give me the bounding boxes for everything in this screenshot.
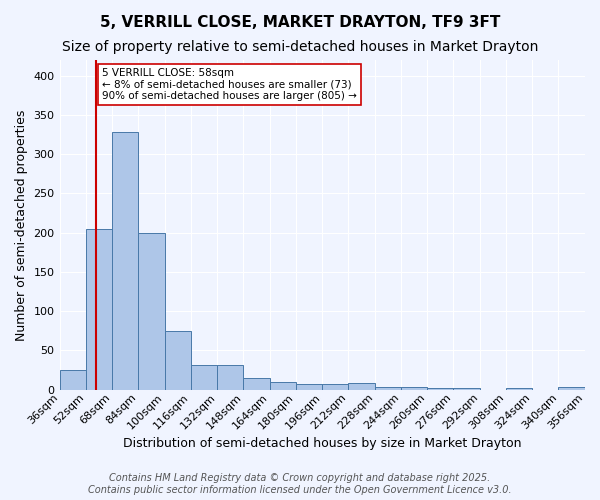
Text: Size of property relative to semi-detached houses in Market Drayton: Size of property relative to semi-detach…: [62, 40, 538, 54]
Bar: [191, 364, 217, 390]
Bar: [454, 388, 479, 390]
Bar: [244, 378, 269, 390]
Bar: [139, 232, 164, 390]
Bar: [112, 132, 139, 390]
Bar: [86, 229, 112, 390]
Bar: [401, 388, 427, 390]
Text: 5 VERRILL CLOSE: 58sqm
← 8% of semi-detached houses are smaller (73)
90% of semi: 5 VERRILL CLOSE: 58sqm ← 8% of semi-deta…: [102, 68, 357, 101]
X-axis label: Distribution of semi-detached houses by size in Market Drayton: Distribution of semi-detached houses by …: [123, 437, 521, 450]
Bar: [296, 384, 322, 390]
Bar: [506, 388, 532, 390]
Bar: [59, 370, 86, 390]
Bar: [322, 384, 349, 390]
Bar: [374, 388, 401, 390]
Bar: [164, 331, 191, 390]
Bar: [559, 388, 585, 390]
Bar: [217, 364, 244, 390]
Text: Contains HM Land Registry data © Crown copyright and database right 2025.
Contai: Contains HM Land Registry data © Crown c…: [88, 474, 512, 495]
Text: 5, VERRILL CLOSE, MARKET DRAYTON, TF9 3FT: 5, VERRILL CLOSE, MARKET DRAYTON, TF9 3F…: [100, 15, 500, 30]
Bar: [427, 388, 454, 390]
Bar: [269, 382, 296, 390]
Y-axis label: Number of semi-detached properties: Number of semi-detached properties: [15, 109, 28, 340]
Bar: [349, 384, 374, 390]
